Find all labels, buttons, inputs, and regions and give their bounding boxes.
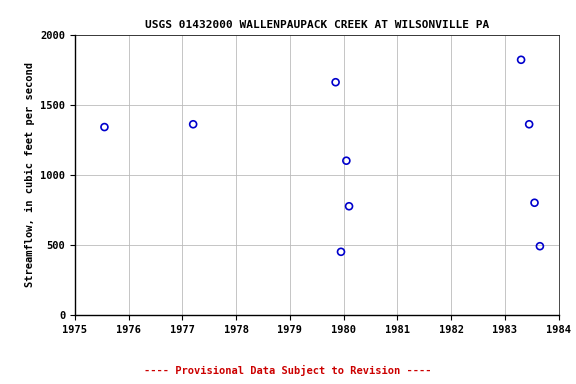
Point: [535, 243, 544, 249]
Y-axis label: Streamflow, in cubic feet per second: Streamflow, in cubic feet per second: [25, 62, 35, 287]
Point: [530, 200, 539, 206]
Text: ---- Provisional Data Subject to Revision ----: ---- Provisional Data Subject to Revisio…: [144, 365, 432, 376]
Point: [100, 124, 109, 130]
Point: [344, 203, 354, 209]
Point: [517, 57, 526, 63]
Point: [342, 157, 351, 164]
Title: USGS 01432000 WALLENPAUPACK CREEK AT WILSONVILLE PA: USGS 01432000 WALLENPAUPACK CREEK AT WIL…: [145, 20, 489, 30]
Point: [331, 79, 340, 85]
Point: [525, 121, 534, 127]
Point: [336, 249, 346, 255]
Point: [188, 121, 198, 127]
